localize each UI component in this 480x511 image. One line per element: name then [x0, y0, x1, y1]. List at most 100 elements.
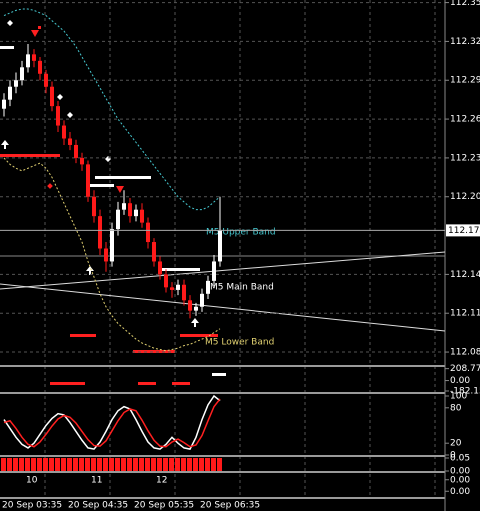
- histogram-bar: [217, 458, 222, 471]
- x-marker: 10: [26, 476, 38, 486]
- candle-body: [170, 287, 174, 290]
- histogram-bar: [163, 458, 168, 471]
- candle-body: [80, 157, 84, 165]
- histogram-bar: [1, 458, 6, 471]
- indicator-line: [3, 394, 221, 450]
- candle-body: [86, 164, 90, 197]
- candle-body: [200, 293, 204, 307]
- band-line: [3, 157, 221, 352]
- last-price-box: [446, 224, 480, 237]
- y-tick-label: 80: [450, 403, 462, 413]
- dot-row: [0, 46, 14, 49]
- candle-body: [8, 86, 12, 100]
- candle-body: [116, 209, 120, 230]
- y-tick-label: 0.00: [450, 467, 470, 477]
- histogram-bar: [181, 458, 186, 471]
- candle-body: [68, 138, 72, 145]
- y-tick-label: 112.350: [450, 0, 480, 8]
- candle-body: [92, 196, 96, 217]
- candle-body: [158, 261, 162, 275]
- histogram-bar: [25, 458, 30, 471]
- histogram-bar: [169, 458, 174, 471]
- histogram-bar: [103, 458, 108, 471]
- dot-row: [70, 334, 96, 337]
- candle-body: [206, 280, 210, 294]
- candle-body: [38, 60, 42, 74]
- histogram-bar: [19, 458, 24, 471]
- histogram-bar: [43, 458, 48, 471]
- last-price-label: 112.174: [448, 226, 480, 236]
- candle-body: [218, 230, 222, 262]
- histogram-bar: [61, 458, 66, 471]
- candle-body: [122, 203, 126, 210]
- y-tick-label: 112.140: [450, 270, 480, 280]
- candle-body: [182, 284, 186, 301]
- dot-row: [172, 382, 190, 385]
- candle-body: [140, 209, 144, 223]
- dot: [38, 26, 41, 29]
- candle-body: [44, 73, 48, 87]
- dot-row: [158, 268, 200, 271]
- band-label: M5 Main Band: [210, 283, 274, 293]
- y-tick-label: 0.00: [450, 487, 470, 497]
- histogram-bar: [67, 458, 72, 471]
- candle-body: [104, 248, 108, 262]
- x-marker: 12: [156, 476, 167, 486]
- x-tick-label: 20 Sep 03:35: [2, 501, 62, 511]
- histogram-bar: [139, 458, 144, 471]
- histogram-bar: [97, 458, 102, 471]
- histogram-bar: [73, 458, 78, 471]
- histogram-bar: [13, 458, 18, 471]
- candle-body: [146, 222, 150, 243]
- histogram-bar: [85, 458, 90, 471]
- histogram-bar: [211, 458, 216, 471]
- histogram-bar: [91, 458, 96, 471]
- dot-row: [88, 184, 114, 187]
- dot-row: [180, 334, 218, 337]
- y-tick-label: 112.320: [450, 37, 480, 47]
- band-line: [3, 8, 221, 211]
- histogram-bar: [205, 458, 210, 471]
- candle-body: [164, 274, 168, 288]
- y-tick-label: 208.7738: [450, 364, 480, 374]
- histogram-bar: [109, 458, 114, 471]
- x-tick-label: 20 Sep 04:35: [68, 501, 128, 511]
- sell-arrow: [116, 186, 124, 193]
- dot-row: [133, 350, 175, 353]
- buy-arrow: [86, 266, 94, 275]
- candle-body: [32, 54, 36, 61]
- histogram-bar: [187, 458, 192, 471]
- candle-body: [50, 86, 54, 107]
- panel-separators: [0, 365, 445, 499]
- y-tick-label: 112.290: [450, 76, 480, 86]
- y-tick-label: 0.00: [450, 376, 470, 386]
- histogram-bar: [49, 458, 54, 471]
- dot-row: [50, 382, 85, 385]
- y-tick-label: 20: [450, 439, 462, 449]
- candle-body: [56, 106, 60, 126]
- histogram-bar: [151, 458, 156, 471]
- y-tick-label: 112.080: [450, 348, 480, 358]
- band-label: M5 Lower Band: [205, 338, 274, 348]
- candle-body: [128, 203, 132, 217]
- candle-body: [2, 99, 6, 109]
- x-marker: 11: [91, 476, 102, 486]
- candle-body: [194, 306, 198, 311]
- y-tick-label: 0.05: [450, 454, 470, 464]
- histogram-bar: [145, 458, 150, 471]
- y-tick-label: 112.200: [450, 192, 480, 202]
- y-tick-label: 112.110: [450, 309, 480, 319]
- histogram-bar: [199, 458, 204, 471]
- histogram-bar: [193, 458, 198, 471]
- candle-body: [134, 209, 138, 217]
- candle-body: [98, 216, 102, 249]
- histogram-bar: [37, 458, 42, 471]
- candle-body: [152, 242, 156, 262]
- candle-body: [212, 261, 216, 281]
- dot-row: [138, 382, 156, 385]
- buy-arrow: [1, 140, 9, 149]
- indicator-line: [3, 398, 221, 448]
- candle-body: [62, 125, 66, 139]
- histogram-bar: [121, 458, 126, 471]
